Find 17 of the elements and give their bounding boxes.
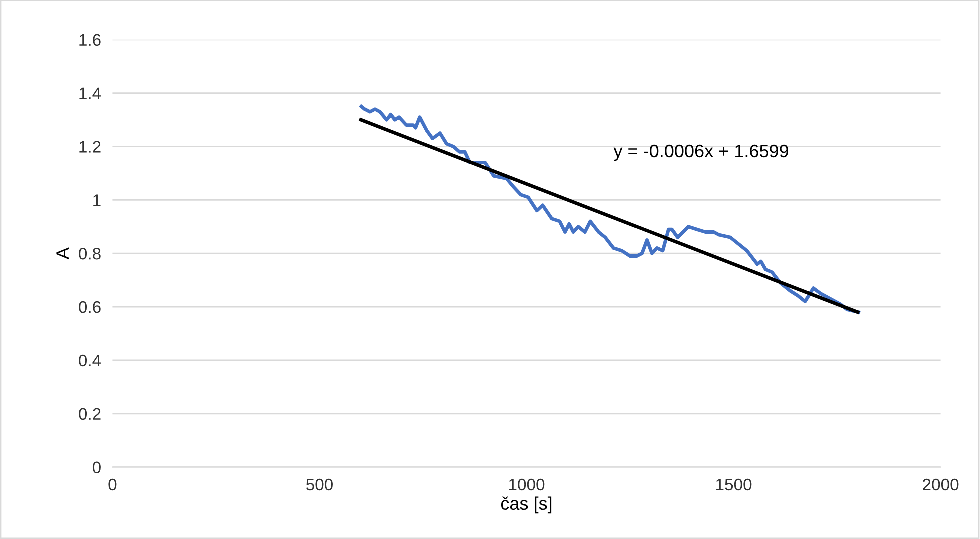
y-tick-label: 1.2 [80, 141, 101, 153]
y-tick-label: 1 [94, 194, 101, 206]
y-tick-label: 1.6 [80, 34, 101, 46]
y-tick-label: 0.2 [79, 408, 101, 420]
x-tick-label: 0 [108, 478, 117, 491]
y-axis-title: A [56, 248, 70, 260]
x-tick-label: 500 [306, 478, 333, 491]
y-tick-label: 0.4 [79, 354, 102, 367]
annotation: y = -0.0006x + 1.6599 [614, 144, 789, 162]
x-tick-label: 2000 [923, 478, 959, 491]
y-tick-label: 1.4 [80, 88, 102, 100]
y-tick-label: 0.8 [79, 248, 101, 260]
y-tick-label: 0 [92, 462, 101, 474]
x-tick-label: 1000 [509, 478, 545, 491]
y-tick-label: 0.6 [79, 301, 101, 314]
x-tick-label: 1500 [716, 478, 752, 491]
x-axis-title: čas [s] [501, 496, 552, 514]
